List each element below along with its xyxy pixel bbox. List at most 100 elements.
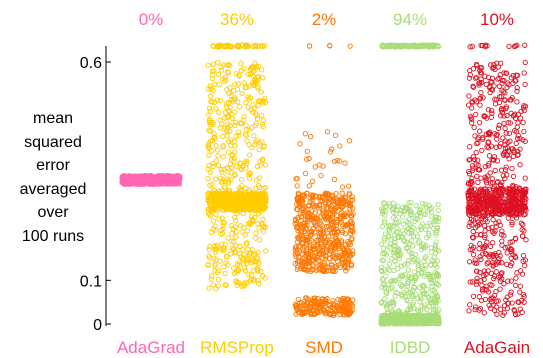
- data-point: [153, 173, 159, 180]
- data-point: [249, 192, 255, 199]
- data-point: [345, 265, 351, 271]
- data-point: [319, 195, 325, 201]
- data-point: [481, 211, 488, 218]
- data-point: [252, 76, 258, 82]
- percent-label: 36%: [220, 10, 254, 29]
- data-point: [477, 306, 484, 312]
- data-point: [253, 185, 259, 191]
- data-point: [514, 99, 520, 105]
- data-point: [250, 65, 256, 71]
- data-point: [321, 260, 327, 266]
- data-point: [476, 167, 482, 173]
- y-axis-label-line: over: [37, 204, 69, 221]
- data-point: [496, 192, 503, 198]
- data-point: [263, 185, 269, 191]
- data-point: [406, 200, 412, 206]
- data-point: [484, 239, 490, 245]
- data-point: [323, 224, 330, 230]
- data-point: [487, 203, 494, 209]
- data-point: [311, 243, 317, 249]
- data-point: [240, 229, 246, 235]
- data-point: [382, 284, 388, 290]
- data-point: [249, 272, 255, 278]
- data-point: [217, 203, 223, 209]
- data-point: [424, 234, 430, 241]
- data-point: [473, 211, 479, 218]
- data-point: [378, 241, 385, 247]
- data-point: [235, 207, 241, 213]
- data-point: [224, 172, 230, 178]
- data-point: [381, 235, 388, 242]
- data-point: [476, 80, 482, 86]
- data-point: [243, 185, 249, 191]
- data-point: [470, 235, 476, 241]
- data-point: [417, 206, 424, 213]
- data-point: [253, 230, 259, 236]
- data-point: [416, 315, 423, 321]
- data-point: [304, 268, 311, 274]
- data-point: [226, 90, 232, 96]
- data-point: [501, 310, 507, 316]
- data-point: [493, 288, 499, 295]
- data-point: [398, 318, 405, 324]
- data-point: [409, 231, 415, 237]
- data-point: [343, 257, 350, 263]
- data-point: [516, 210, 522, 216]
- data-point: [329, 146, 335, 152]
- data-point: [294, 306, 301, 313]
- data-point: [238, 60, 244, 66]
- data-point: [470, 83, 476, 89]
- data-point: [237, 243, 243, 249]
- data-point: [215, 59, 221, 65]
- data-point: [335, 305, 342, 312]
- data-point: [499, 260, 505, 266]
- data-point: [156, 181, 163, 187]
- data-point: [245, 94, 251, 100]
- data-point: [406, 273, 412, 279]
- data-point: [320, 226, 326, 233]
- data-point: [473, 281, 480, 287]
- data-point: [426, 231, 432, 237]
- data-point: [475, 210, 482, 217]
- labels-layer: 0.6 0.1 0 0% AdaGrad 36% RMSProp 2% SMD 94% IDBD 10…: [80, 10, 530, 357]
- data-point: [506, 194, 512, 200]
- data-point: [397, 211, 403, 217]
- data-point: [478, 220, 484, 226]
- overflow-point: [237, 44, 243, 50]
- data-point: [205, 62, 212, 69]
- data-point: [501, 281, 507, 287]
- data-point: [405, 307, 411, 313]
- data-point: [509, 191, 515, 197]
- data-point: [308, 216, 314, 223]
- data-point: [496, 99, 503, 106]
- data-point: [382, 296, 388, 302]
- data-point: [404, 261, 411, 267]
- data-point: [304, 156, 310, 162]
- data-point: [319, 298, 326, 305]
- data-point: [254, 163, 261, 169]
- data-point: [499, 208, 506, 214]
- data-point: [210, 61, 217, 68]
- data-point: [466, 168, 472, 175]
- data-point: [507, 206, 513, 213]
- data-point: [309, 178, 316, 185]
- data-point: [306, 263, 312, 269]
- data-point: [259, 121, 266, 127]
- data-point: [466, 308, 472, 314]
- data-point: [257, 163, 263, 169]
- data-point: [418, 317, 424, 323]
- data-point: [466, 171, 473, 177]
- data-point: [350, 248, 356, 254]
- data-point: [491, 275, 497, 282]
- data-point: [347, 241, 354, 248]
- data-point: [488, 295, 494, 301]
- data-point: [132, 179, 138, 185]
- data-point: [404, 280, 411, 287]
- data-point: [316, 209, 323, 215]
- data-point: [251, 105, 257, 112]
- data-point: [425, 271, 432, 277]
- data-point: [214, 269, 220, 276]
- data-point: [237, 223, 244, 229]
- data-point: [522, 103, 529, 109]
- data-point: [468, 105, 475, 111]
